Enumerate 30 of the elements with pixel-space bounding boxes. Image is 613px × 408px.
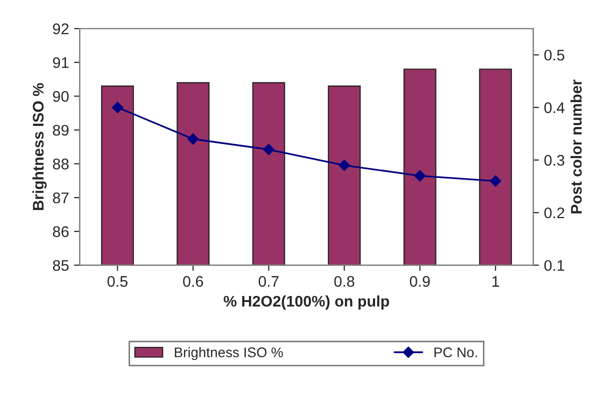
y-tick-label: 86 <box>52 226 69 238</box>
y-tick-label: 87 <box>52 192 69 204</box>
y2-tick-label: 0.2 <box>544 207 564 218</box>
point <box>338 160 350 171</box>
x-tick-label: 0.5 <box>107 276 128 287</box>
legend-label: PC No. <box>434 347 477 358</box>
x-tick-label: 0.8 <box>334 276 354 287</box>
point <box>414 170 426 182</box>
y2-axis-title: Post color number <box>570 80 582 214</box>
point <box>187 133 199 145</box>
y-tick-label: 85 <box>52 260 69 271</box>
x-axis-title: % H2O2(100%) on pulp <box>224 295 390 310</box>
point <box>112 102 124 114</box>
y2-tick-label: 0.4 <box>544 102 565 114</box>
point <box>490 175 502 187</box>
x-tick-label: 0.7 <box>258 276 279 287</box>
y-tick-label: 88 <box>52 158 69 170</box>
y2-tick-label: 0.3 <box>544 154 564 166</box>
legend-label: Brightness ISO % <box>174 347 283 360</box>
y2-tick-label: 0.1 <box>544 260 564 271</box>
x-tick-label: 1 <box>492 276 500 287</box>
y2-tick-label: 0.5 <box>544 50 564 61</box>
y-tick-label: 91 <box>53 57 69 68</box>
x-tick-label: 0.6 <box>183 276 204 287</box>
x-tick-label: 0.9 <box>410 276 430 287</box>
y-axis-title: Brightness ISO % <box>32 83 47 210</box>
y-tick-label: 90 <box>53 91 69 102</box>
y-tick-label: 89 <box>52 124 69 136</box>
y-tick-label: 92 <box>53 23 69 34</box>
point <box>263 144 274 156</box>
